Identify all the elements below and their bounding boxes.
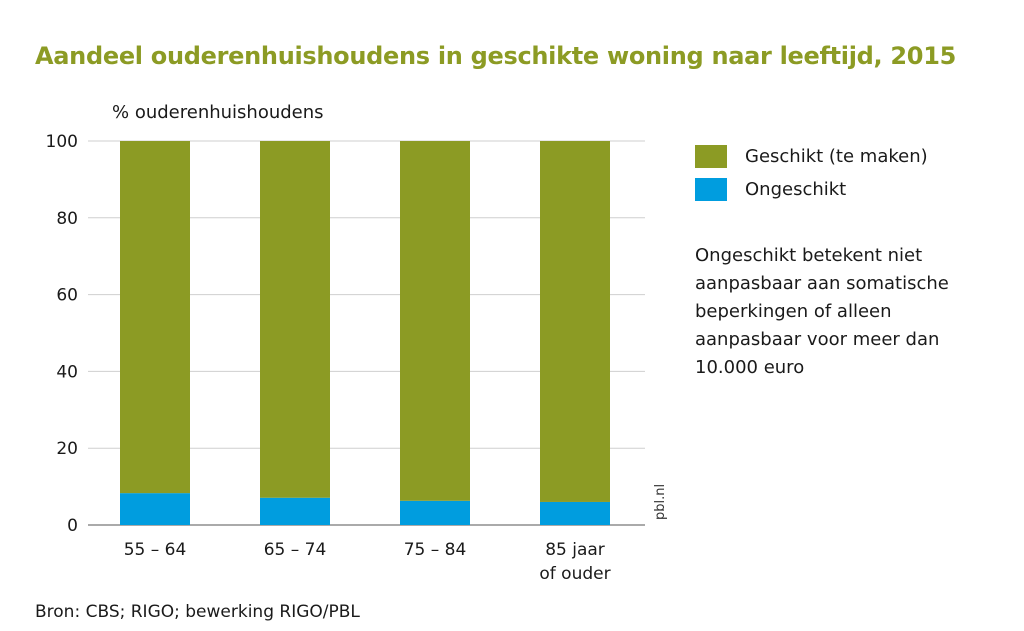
legend-item-geschikt: Geschikt (te maken) (695, 140, 928, 173)
bars (120, 141, 610, 525)
x-tick-labels: 55 – 64 65 – 74 75 – 84 85 jaar of ouder (124, 540, 611, 584)
y-tick-label: 20 (56, 439, 78, 459)
legend: Geschikt (te maken) Ongeschikt (695, 140, 928, 206)
legend-swatch-geschikt (695, 145, 727, 168)
y-tick-label: 100 (46, 132, 78, 152)
bar-ongeschikt (260, 497, 330, 525)
x-tick-label: 75 – 84 (404, 540, 467, 560)
legend-item-ongeschikt: Ongeschikt (695, 173, 928, 206)
y-tick-label: 80 (56, 209, 78, 229)
legend-swatch-ongeschikt (695, 178, 727, 201)
x-tick-label: 65 – 74 (264, 540, 327, 560)
chart-title: Aandeel ouderenhuishoudens in geschikte … (35, 42, 957, 70)
y-axis-label: % ouderenhuishoudens (112, 102, 324, 123)
bar-chart: 0 20 40 60 80 100 55 – 64 65 – 74 75 – 84 85 jaa… (46, 132, 668, 584)
x-tick-label: 55 – 64 (124, 540, 187, 560)
watermark: pbl.nl (653, 484, 668, 520)
y-tick-labels: 0 20 40 60 80 100 (46, 132, 78, 536)
bar-geschikt (400, 141, 470, 501)
bar-geschikt (260, 141, 330, 498)
bar-geschikt (120, 141, 190, 494)
bar-ongeschikt (120, 493, 190, 525)
bar-ongeschikt (540, 501, 610, 525)
bar-geschikt (540, 141, 610, 502)
x-tick-label: 85 jaar of ouder (539, 540, 610, 584)
y-tick-label: 0 (67, 516, 78, 536)
chart-note: Ongeschikt betekent niet aanpasbaar aan … (695, 245, 949, 378)
y-tick-label: 60 (56, 286, 78, 306)
legend-label-ongeschikt: Ongeschikt (745, 179, 847, 200)
y-tick-label: 40 (56, 362, 78, 382)
legend-label-geschikt: Geschikt (te maken) (745, 146, 928, 167)
source-note: Bron: CBS; RIGO; bewerking RIGO/PBL (35, 602, 360, 622)
bar-ongeschikt (400, 500, 470, 525)
